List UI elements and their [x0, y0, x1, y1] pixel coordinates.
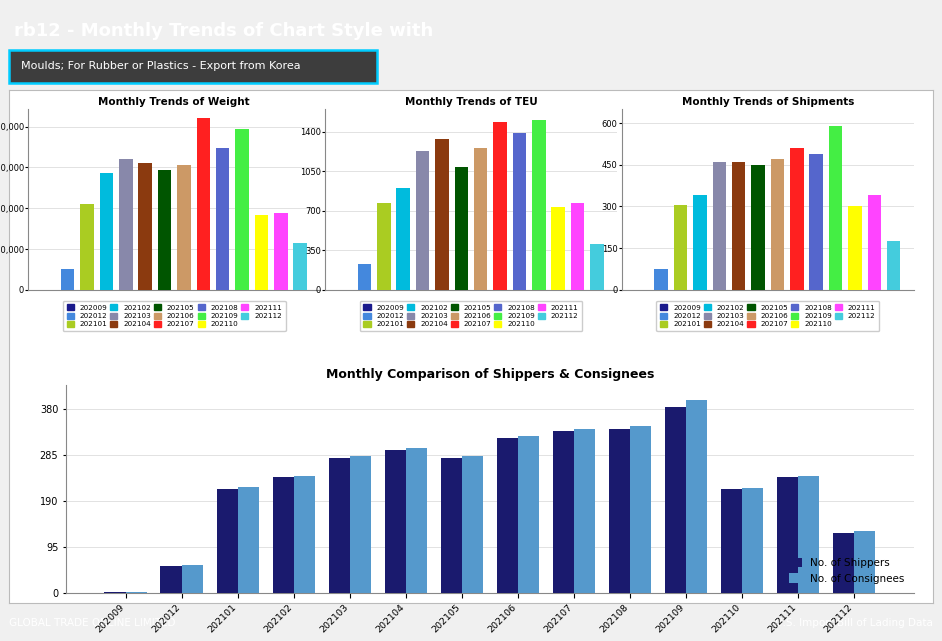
Title: Monthly Trends of Shipments: Monthly Trends of Shipments [682, 97, 853, 107]
Title: Monthly Comparison of Shippers & Consignees: Monthly Comparison of Shippers & Consign… [326, 369, 654, 381]
Bar [853, 531, 875, 593]
Bar [274, 213, 287, 290]
Text: GLOBAL TRADE ONLINE LIMITED: GLOBAL TRADE ONLINE LIMITED [9, 619, 176, 628]
Bar [609, 429, 630, 593]
Bar [462, 456, 483, 593]
Bar [809, 154, 823, 290]
Bar [771, 159, 784, 290]
Bar [721, 489, 742, 593]
Bar [272, 477, 294, 593]
Bar [61, 269, 74, 290]
Bar [776, 477, 798, 593]
Bar [674, 205, 688, 290]
FancyBboxPatch shape [9, 50, 377, 83]
Bar [160, 567, 182, 593]
Bar [571, 203, 584, 290]
Bar [553, 431, 574, 593]
Bar [742, 488, 763, 593]
Bar [406, 448, 427, 593]
Bar [441, 458, 462, 593]
Bar [518, 436, 539, 593]
Bar [630, 426, 651, 593]
Legend: No. of Shippers, No. of Consignees: No. of Shippers, No. of Consignees [785, 554, 908, 588]
Legend: 202009, 202012, 202101, 202102, 202103, 202104, 202105, 202106, 202107, 202108, : 202009, 202012, 202101, 202102, 202103, … [63, 301, 285, 331]
Text: Moulds; For Rubber or Plastics - Export from Korea: Moulds; For Rubber or Plastics - Export … [21, 61, 300, 71]
Bar [294, 244, 307, 290]
Bar [712, 162, 726, 290]
Bar [532, 121, 545, 290]
Bar [833, 533, 853, 593]
Title: Monthly Trends of TEU: Monthly Trends of TEU [405, 97, 537, 107]
Bar [693, 196, 706, 290]
Bar [358, 264, 371, 290]
Bar [182, 565, 203, 593]
Bar [217, 489, 237, 593]
Bar [377, 203, 391, 290]
Bar [294, 476, 315, 593]
Bar [138, 163, 152, 290]
Legend: 202009, 202012, 202101, 202102, 202103, 202104, 202105, 202106, 202107, 202108, : 202009, 202012, 202101, 202102, 202103, … [360, 301, 582, 331]
Bar [591, 244, 604, 290]
Bar [686, 400, 707, 593]
Bar [496, 438, 518, 593]
Bar [384, 451, 406, 593]
Bar [887, 241, 901, 290]
Bar [829, 126, 842, 290]
Bar [254, 215, 268, 290]
Legend: 202009, 202012, 202101, 202102, 202103, 202104, 202105, 202106, 202107, 202108, : 202009, 202012, 202101, 202102, 202103, … [657, 301, 879, 331]
Bar [349, 456, 371, 593]
Bar [655, 269, 668, 290]
Text: rb12 - Monthly Trends of Chart Style with: rb12 - Monthly Trends of Chart Style wit… [14, 22, 433, 40]
Bar [551, 208, 565, 290]
Bar [415, 151, 430, 290]
Bar [494, 122, 507, 290]
Bar [798, 476, 820, 593]
Bar [197, 119, 210, 290]
Bar [329, 458, 349, 593]
Bar [177, 165, 190, 290]
Bar [100, 173, 113, 290]
Bar [397, 188, 410, 290]
Text: U.S. Import Bill of Lading Data: U.S. Import Bill of Lading Data [774, 619, 933, 628]
Bar [236, 129, 249, 290]
Bar [455, 167, 468, 290]
Bar [80, 204, 94, 290]
Bar [512, 133, 527, 290]
Bar [158, 170, 171, 290]
Bar [574, 429, 595, 593]
Title: Monthly Trends of Weight: Monthly Trends of Weight [99, 97, 250, 107]
Bar [665, 407, 686, 593]
Bar [435, 138, 448, 290]
Bar [732, 162, 745, 290]
Bar [752, 165, 765, 290]
Bar [474, 147, 487, 290]
Bar [790, 148, 804, 290]
Bar [216, 147, 230, 290]
Bar [119, 160, 133, 290]
Bar [237, 487, 259, 593]
Bar [868, 196, 881, 290]
Bar [848, 206, 862, 290]
